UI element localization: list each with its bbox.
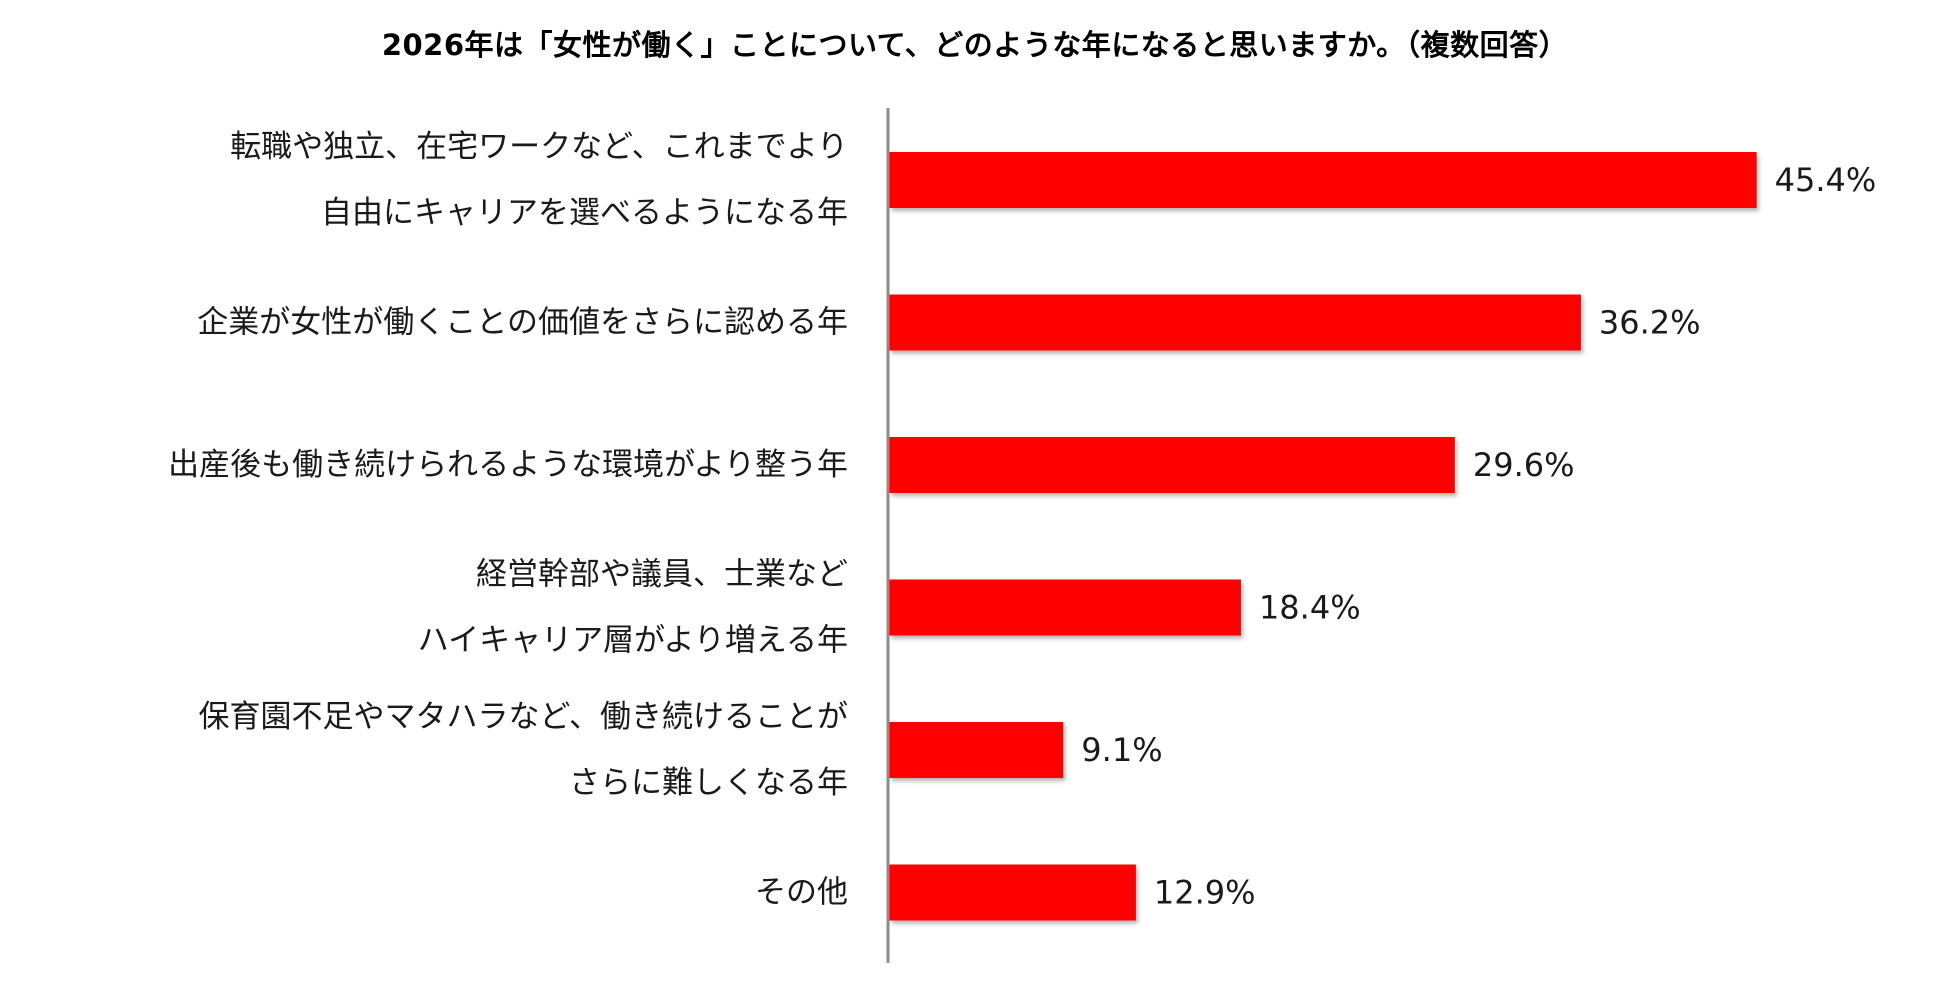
value-label-4: 18.4%: [1259, 589, 1361, 627]
bar-5: [889, 722, 1064, 778]
category-label-4-line-1: 経営幹部や議員、士業など: [476, 557, 848, 593]
category-labels-group: 転職や独立、在宅ワークなど、これまでより自由にキャリアを選べるようになる年企業が…: [168, 129, 848, 911]
bar-1: [889, 152, 1757, 208]
category-label-3-line-1: 出産後も働き続けられるような環境がより整う年: [168, 447, 848, 483]
category-label-5-line-1: 保育園不足やマタハラなど、働き続けることが: [199, 699, 848, 735]
bar-2: [889, 294, 1581, 351]
category-label-1-line-2: 自由にキャリアを選べるようになる年: [321, 195, 848, 231]
bars-group: [889, 152, 1757, 921]
bar-3: [889, 437, 1455, 493]
bar-6: [889, 864, 1136, 921]
category-label-5-line-2: さらに難しくなる年: [569, 765, 848, 801]
category-label-4-line-2: ハイキャリア層がより増える年: [418, 623, 848, 659]
bar-4: [889, 579, 1241, 636]
category-label-1-line-1: 転職や独立、在宅ワークなど、これまでより: [230, 129, 848, 165]
value-labels-group: 45.4% 36.2% 29.6% 18.4% 9.1% 12.9%: [1081, 161, 1876, 912]
value-label-1: 45.4%: [1775, 161, 1877, 199]
value-label-6: 12.9%: [1154, 874, 1256, 912]
category-label-6-line-1: その他: [755, 875, 848, 911]
chart-title: 2026年は「女性が働く」ことについて、どのような年になると思いますか。（複数回…: [381, 28, 1569, 62]
value-label-2: 36.2%: [1599, 304, 1701, 342]
value-label-5: 9.1%: [1081, 731, 1162, 769]
category-label-2-line-1: 企業が女性が働くことの価値をさらに認める年: [197, 305, 848, 341]
value-label-3: 29.6%: [1473, 446, 1575, 484]
